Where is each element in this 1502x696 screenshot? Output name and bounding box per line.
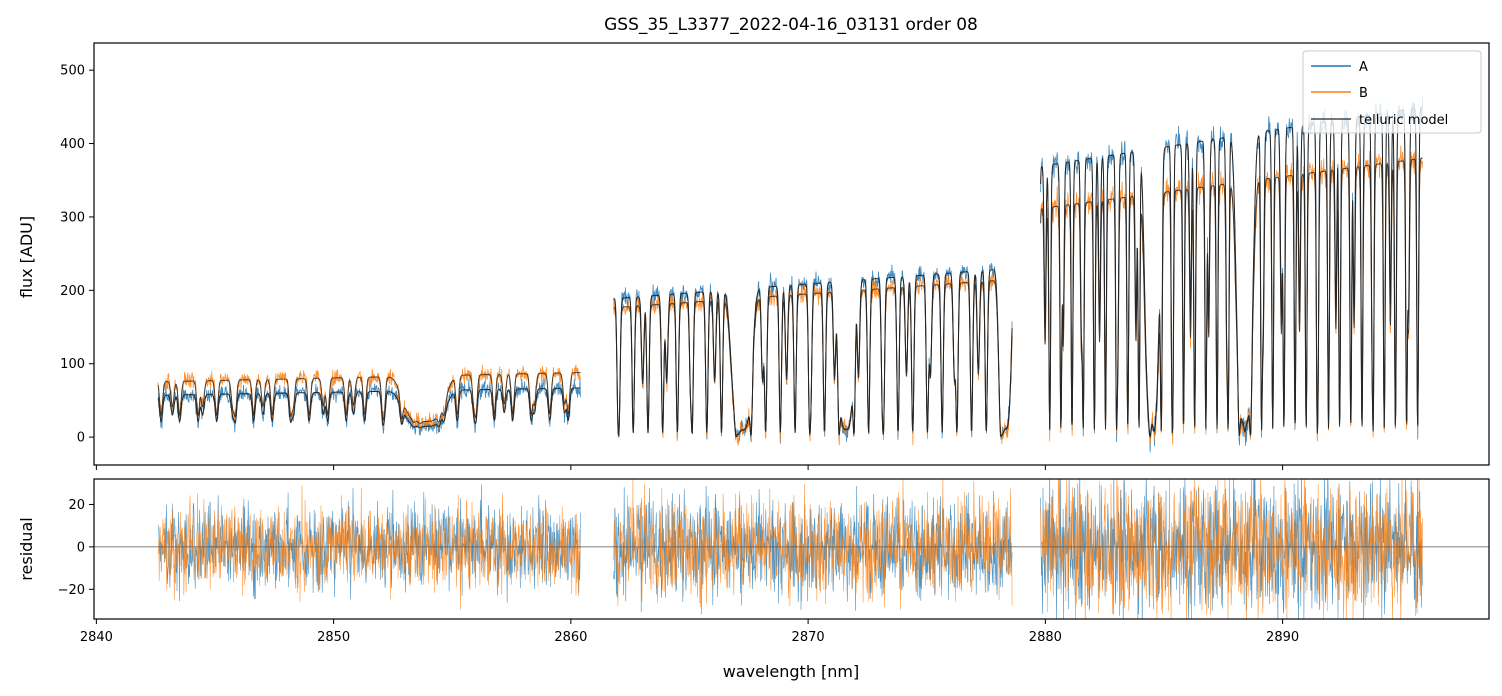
residual-b-line <box>157 485 581 610</box>
residual-ytick-label: −20 <box>58 583 85 598</box>
flux-ytick-label: 300 <box>60 210 85 225</box>
flux-axis-label: flux [ADU] <box>17 216 36 298</box>
legend-label-telluric: telluric model <box>1359 113 1448 128</box>
flux-ytick-label: 200 <box>60 284 85 299</box>
series-a-line <box>1040 96 1423 453</box>
flux-panel-frame <box>93 42 1490 466</box>
wavelength-xtick-label: 2880 <box>1029 630 1062 645</box>
flux-panel: 0 100 200 300 400 500 flux [ADU] <box>17 42 1490 470</box>
residual-b-line <box>1040 479 1423 619</box>
legend-label-a: A <box>1359 60 1368 75</box>
telluric-model-line <box>1040 106 1423 439</box>
wavelength-xtick-label: 2850 <box>317 630 350 645</box>
flux-ytick-label: 0 <box>77 431 85 446</box>
residual-b-line <box>613 479 1013 610</box>
telluric-model-line <box>1040 157 1423 439</box>
series-a-line <box>157 377 581 436</box>
residual-ytick-label: 20 <box>68 498 85 513</box>
wavelength-axis-label: wavelength [nm] <box>723 662 860 681</box>
wavelength-xtick-label: 2860 <box>554 630 587 645</box>
wavelength-xtick-label: 2870 <box>792 630 825 645</box>
flux-ytick-label: 100 <box>60 357 85 372</box>
flux-ytick-label: 400 <box>60 137 85 152</box>
legend: A B telluric model <box>1302 50 1482 134</box>
flux-ytick-label: 500 <box>60 64 85 79</box>
residual-axis-label: residual <box>17 517 36 580</box>
telluric-model-line <box>157 372 581 424</box>
legend-box <box>1302 50 1482 134</box>
wavelength-xtick-label: 2840 <box>80 630 113 645</box>
residual-panel: −20 0 20 2840 2850 2860 2870 2880 2890 residual <box>17 478 1490 645</box>
telluric-model-line <box>613 280 1013 438</box>
residual-panel-frame <box>93 478 1490 620</box>
residual-ytick-label: 0 <box>77 540 85 555</box>
telluric-model-line <box>157 387 581 429</box>
wavelength-xtick-label: 2890 <box>1266 630 1299 645</box>
chart-title: GSS_35_L3377_2022-04-16_03131 order 08 <box>604 15 978 35</box>
legend-label-b: B <box>1359 86 1368 101</box>
